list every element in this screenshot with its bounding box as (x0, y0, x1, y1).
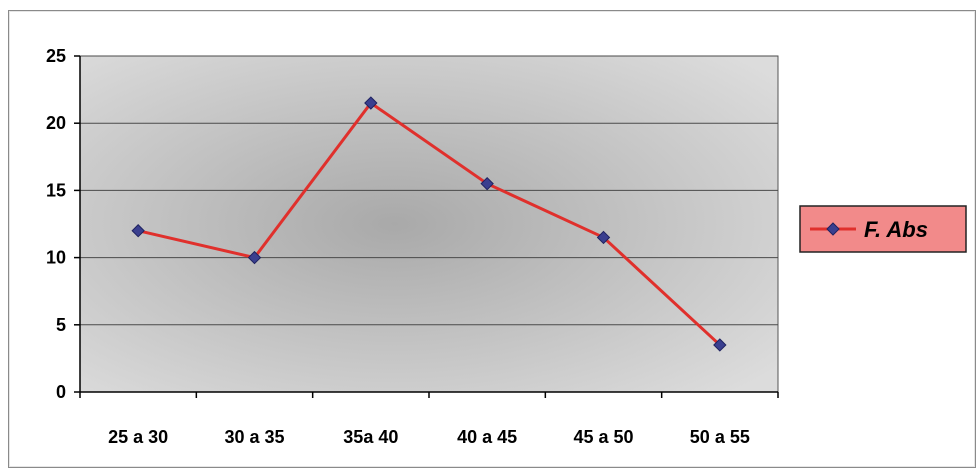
y-tick-label: 0 (56, 382, 66, 402)
series-f-abs (131, 96, 727, 352)
legend: F. Abs (799, 205, 967, 253)
x-tick-label: 40 a 45 (457, 427, 517, 447)
plot-area (79, 55, 779, 393)
x-tick-label: 30 a 35 (224, 427, 284, 447)
grid-lines (80, 55, 778, 326)
y-axis: 0 5 10 15 20 25 (46, 46, 81, 402)
legend-marker (826, 222, 840, 236)
data-point (131, 224, 145, 238)
x-tick-label: 35a 40 (343, 427, 398, 447)
data-point (713, 338, 727, 352)
y-tick-label: 10 (46, 248, 66, 268)
y-tick-label: 25 (46, 46, 66, 66)
x-tick-label: 25 a 30 (108, 427, 168, 447)
series-line (137, 101, 721, 347)
data-point (247, 250, 262, 265)
data-point (596, 230, 611, 245)
x-tick-label: 50 a 55 (690, 427, 750, 447)
legend-label: F. Abs (864, 217, 928, 242)
y-tick-label: 5 (56, 315, 66, 335)
y-tick-label: 20 (46, 113, 66, 133)
x-tick-label: 45 a 50 (573, 427, 633, 447)
data-point (480, 176, 494, 191)
y-tick-label: 15 (46, 180, 66, 200)
x-axis: 25 a 30 30 a 35 35a 40 40 a 45 45 a 50 50 a 5… (79, 391, 779, 447)
data-point (364, 96, 378, 110)
